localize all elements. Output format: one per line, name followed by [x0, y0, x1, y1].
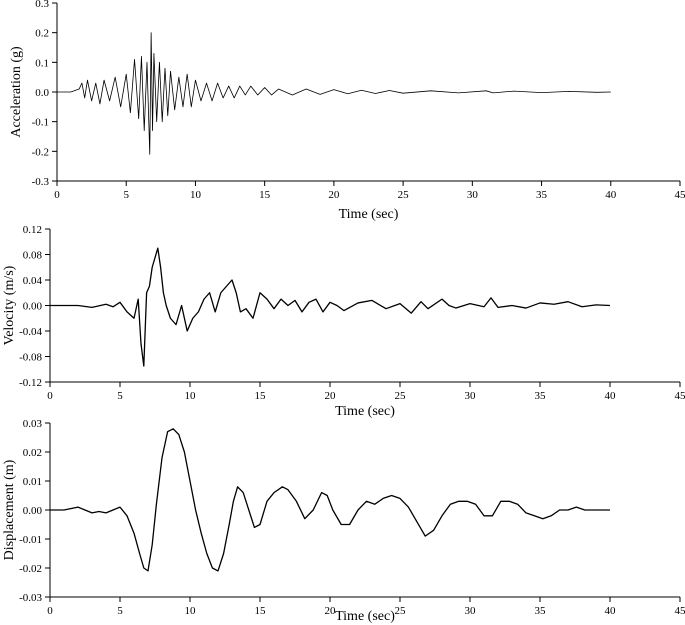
y-tick-label: 0.04 [23, 275, 43, 287]
x-tick-label: 40 [605, 189, 617, 201]
y-axis-label: Velocity (m/s) [2, 265, 17, 345]
x-tick-label: 40 [605, 390, 617, 402]
y-tick-label: 0.03 [23, 418, 43, 430]
x-axis-label: Time (sec) [335, 404, 395, 419]
x-tick-label: 20 [328, 189, 340, 201]
x-tick-label: 35 [536, 189, 548, 201]
acceleration-series-line [57, 32, 611, 155]
y-tick-label: 0.2 [35, 28, 49, 40]
y-tick-label: -0.2 [32, 146, 49, 158]
x-tick-label: 10 [185, 390, 197, 402]
y-tick-label: -0.1 [32, 117, 49, 129]
x-tick-label: 25 [395, 605, 407, 617]
x-tick-label: 40 [605, 605, 617, 617]
y-tick-label: 0.0 [35, 87, 49, 99]
x-tick-label: 0 [54, 189, 60, 201]
y-tick-label: -0.04 [19, 326, 42, 338]
x-tick-label: 15 [255, 390, 267, 402]
x-tick-label: 5 [123, 189, 129, 201]
y-tick-label: 0.1 [35, 57, 49, 69]
y-tick-label: 0.00 [23, 301, 43, 313]
chart-panel-acceleration: 0 5 10 15 20 25 30 35 40 45 -0.3 -0.2 -0.1 0.0 0.1 0.2 0… [9, 0, 685, 222]
y-tick-label: -0.01 [19, 534, 42, 546]
y-axis-label: Displacement (m) [2, 459, 17, 560]
x-tick-label: 45 [675, 390, 685, 402]
x-tick-label: 5 [117, 605, 123, 617]
chart-panel-displacement: 0 5 10 15 20 25 30 35 40 45 -0.03 -0.02 -0.01 0.00 0.0… [2, 418, 685, 624]
y-tick-label: -0.3 [32, 176, 50, 188]
x-tick-label: 35 [535, 605, 547, 617]
x-tick-label: 45 [675, 189, 685, 201]
x-axis-label: Time (sec) [335, 609, 395, 624]
chart-panel-velocity: 0 5 10 15 20 25 30 35 40 45 -0.12 -0.08 -0.04 0.00 0.0… [2, 224, 685, 419]
x-axis-label: Time (sec) [339, 207, 399, 222]
y-tick-label: 0.02 [23, 447, 42, 459]
y-tick-label: 0.3 [35, 0, 49, 10]
velocity-series-line [50, 247, 611, 367]
y-tick-label: -0.02 [19, 563, 42, 575]
y-tick-label: 0.12 [23, 224, 42, 236]
x-tick-label: 25 [395, 390, 407, 402]
y-tick-label: -0.03 [19, 592, 42, 604]
x-tick-label: 20 [325, 390, 337, 402]
x-tick-label: 5 [117, 390, 123, 402]
x-tick-label: 20 [325, 605, 337, 617]
x-tick-label: 0 [47, 605, 53, 617]
y-tick-label: 0.00 [23, 505, 43, 517]
x-tick-label: 30 [467, 189, 479, 201]
y-tick-label: -0.12 [19, 377, 42, 389]
x-tick-label: 45 [675, 605, 685, 617]
x-tick-label: 15 [255, 605, 267, 617]
x-tick-label: 35 [535, 390, 547, 402]
x-tick-label: 15 [259, 189, 271, 201]
y-tick-label: 0.01 [23, 476, 42, 488]
x-tick-label: 25 [398, 189, 410, 201]
x-tick-label: 10 [190, 189, 202, 201]
y-tick-label: 0.08 [23, 250, 43, 262]
y-tick-label: -0.08 [19, 352, 42, 364]
displacement-series-line [50, 428, 610, 572]
x-tick-label: 30 [465, 390, 477, 402]
x-tick-label: 30 [465, 605, 477, 617]
x-tick-label: 10 [185, 605, 197, 617]
x-tick-label: 0 [47, 390, 53, 402]
y-axis-label: Acceleration (g) [9, 46, 24, 138]
